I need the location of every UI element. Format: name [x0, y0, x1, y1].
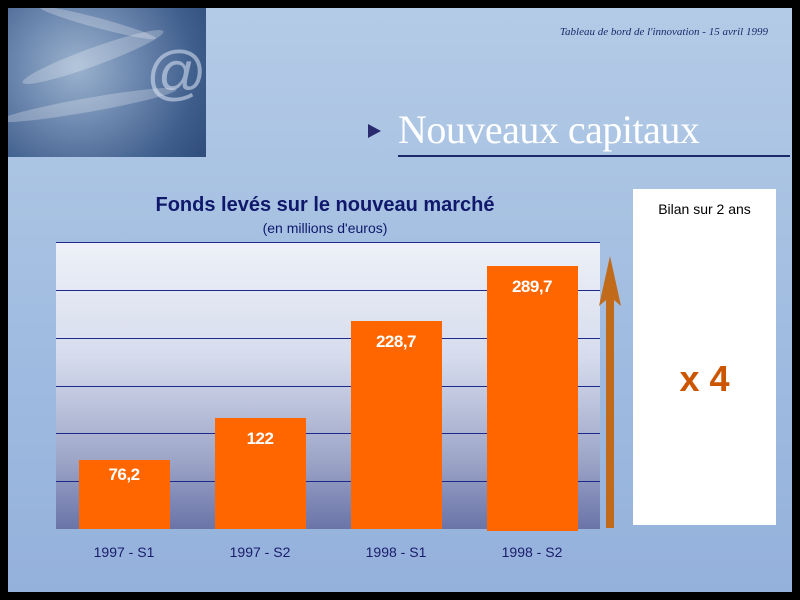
bar-value-label: 228,7: [375, 332, 417, 352]
gridline: [56, 337, 600, 339]
category-label: 1997 - S1: [93, 544, 155, 560]
at-sign-icon: @: [146, 39, 206, 106]
bar-value-label: 122: [246, 429, 274, 449]
bar: [214, 418, 306, 529]
summary-box: Bilan sur 2 ans: [633, 189, 776, 525]
category-label: 1998 - S1: [365, 544, 427, 560]
title-bullet-icon: [368, 124, 381, 138]
chart-subtitle: (en millions d'euros): [262, 220, 388, 236]
category-label: 1997 - S2: [229, 544, 291, 560]
title-underline: [398, 155, 790, 157]
bar: [486, 265, 578, 531]
category-label: 1998 - S2: [501, 544, 563, 560]
slide-title: Nouveaux capitaux: [398, 107, 700, 152]
summary-title: Bilan sur 2 ans: [658, 201, 751, 217]
gridline: [56, 242, 600, 243]
summary-value: x 4: [679, 358, 730, 399]
bar-value-label: 76,2: [108, 465, 140, 484]
bar: [78, 459, 170, 529]
bar: [350, 321, 442, 529]
gridline: [56, 385, 600, 387]
bar-value-label: 289,7: [511, 276, 553, 296]
header-note: Tableau de bord de l'innovation - 15 avr…: [559, 26, 768, 38]
gridline: [56, 481, 600, 483]
gridline: [56, 433, 600, 435]
chart-title: Fonds levés sur le nouveau marché: [155, 194, 495, 216]
growth-arrow-icon: [599, 256, 621, 528]
corner-decorative-image: @: [8, 8, 206, 157]
gridline: [56, 289, 600, 291]
